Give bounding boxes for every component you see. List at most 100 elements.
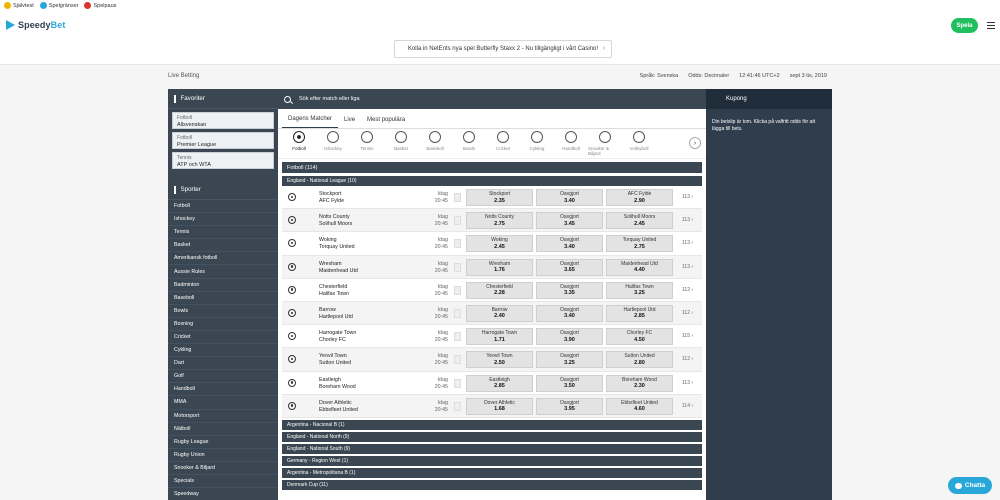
match-teams[interactable]: Wrexham Maidenhead Utd <box>319 260 358 274</box>
sport-filter-snooker-biljard[interactable]: Snooker & Biljard <box>588 131 622 156</box>
league-header[interactable]: Argentina - Metropolitana B (1) <box>282 467 702 478</box>
odds-draw-button[interactable]: Oavgjort 3.45 <box>536 212 603 230</box>
odds-draw-button[interactable]: Oavgjort 3.40 <box>536 304 603 322</box>
match-teams[interactable]: Stockport AFC Fylde <box>319 191 345 204</box>
stats-icon[interactable] <box>454 239 461 249</box>
odds-home-button[interactable]: Wrexham 1.76 <box>466 258 533 276</box>
sidebar-sport-item[interactable]: Cricket <box>168 331 278 345</box>
sport-filter-cricket[interactable]: Cricket <box>486 131 520 156</box>
spela-button[interactable]: Spela <box>951 18 978 33</box>
odds-draw-button[interactable]: Oavgjort 3.40 <box>536 189 603 206</box>
sjalvtest-link[interactable]: Självtest <box>4 2 34 9</box>
search-input[interactable]: Sök efter match eller liga <box>299 96 360 102</box>
sidebar-sport-item[interactable]: Ishockey <box>168 213 278 227</box>
odds-away-button[interactable]: Sutton United 2.80 <box>606 351 673 369</box>
league-header[interactable]: England - National North (9) <box>282 431 702 442</box>
more-markets-link[interactable]: 112 › <box>682 356 694 363</box>
match-teams[interactable]: Yeovil Town Sutton United <box>319 353 352 367</box>
spelpaus-link[interactable]: Spelpaus <box>84 2 116 9</box>
odds-draw-button[interactable]: Oavgjort 3.65 <box>536 258 603 276</box>
odds-home-button[interactable]: Notts County 2.75 <box>466 212 533 230</box>
odds-away-button[interactable]: Hartlepool Utd 2.85 <box>606 304 673 322</box>
more-markets-link[interactable]: 113 › <box>682 240 694 247</box>
stats-icon[interactable] <box>454 378 461 388</box>
sidebar-sport-item[interactable]: Dart <box>168 357 278 371</box>
sidebar-sport-item[interactable]: Baseboll <box>168 292 278 305</box>
sidebar-sport-item[interactable]: Tennis <box>168 226 278 240</box>
league-header[interactable]: Argentina - Nacional B (1) <box>282 419 702 430</box>
speedybet-logo[interactable]: SpeedyBet <box>6 20 65 30</box>
sport-filter-basket[interactable]: Basket <box>384 131 418 156</box>
odds-away-button[interactable]: Torquay United 2.75 <box>606 235 673 253</box>
tab-live[interactable]: Live <box>344 117 356 123</box>
tab-dagens-matcher[interactable]: Dagens Matcher <box>282 116 339 128</box>
sidebar-sport-item[interactable]: Bowls <box>168 305 278 318</box>
favorite-atp-wta[interactable]: Tennis ATP och WTA <box>172 152 274 169</box>
match-teams[interactable]: Eastleigh Boreham Wood <box>319 376 356 390</box>
sidebar-sport-item[interactable]: Snooker & Biljard <box>168 462 278 475</box>
sport-filter-tennis[interactable]: Tennis <box>350 131 384 156</box>
chat-button[interactable]: Chatta <box>948 477 992 494</box>
odds-home-button[interactable]: Woking 2.45 <box>466 235 533 253</box>
match-teams[interactable]: Barrow Hartlepool Utd <box>319 306 353 320</box>
more-markets-link[interactable]: 112 › <box>682 286 694 293</box>
sidebar-sport-item[interactable]: Speedway <box>168 488 278 500</box>
sidebar-sport-item[interactable]: Specials <box>168 475 278 489</box>
match-teams[interactable]: Woking Torquay United <box>319 237 355 251</box>
sidebar-sport-item[interactable]: Basket <box>168 239 278 253</box>
favorite-premier-league[interactable]: Fotboll Premier League <box>172 132 274 149</box>
odds-away-button[interactable]: Maidenhead Utd 4.40 <box>606 258 673 276</box>
more-markets-link[interactable]: 115 › <box>682 333 694 340</box>
stats-icon[interactable] <box>454 308 461 318</box>
odds-home-button[interactable]: Dover Athletic 1.68 <box>466 397 533 415</box>
odds-away-button[interactable]: Ebbsfleet United 4.60 <box>606 397 673 415</box>
more-markets-link[interactable]: 113 › <box>682 379 694 386</box>
odds-home-button[interactable]: Stockport 2.35 <box>466 189 533 206</box>
match-teams[interactable]: Chesterfield Halifax Town <box>319 283 349 297</box>
odds-draw-button[interactable]: Oavgjort 3.40 <box>536 235 603 253</box>
sidebar-sport-item[interactable]: Motorsport <box>168 410 278 423</box>
odds-home-button[interactable]: Yeovil Town 2.50 <box>466 351 533 369</box>
odds-draw-button[interactable]: Oavgjort 3.50 <box>536 374 603 392</box>
odds-home-button[interactable]: Eastleigh 2.85 <box>466 374 533 392</box>
sport-filter-volleyboll[interactable]: Volleyboll <box>622 131 656 156</box>
sidebar-sport-item[interactable]: Boxning <box>168 318 278 331</box>
league-header[interactable]: Germany - Region West (1) <box>282 455 702 466</box>
tab-mest-populara[interactable]: Mest populära <box>367 117 406 123</box>
more-markets-link[interactable]: 113 › <box>682 263 694 270</box>
league-header[interactable]: England - National South (9) <box>282 443 702 454</box>
odds-home-button[interactable]: Chesterfield 2.28 <box>466 281 533 299</box>
stats-icon[interactable] <box>454 285 461 295</box>
stats-icon[interactable] <box>454 193 461 202</box>
sidebar-sport-item[interactable]: Golf <box>168 370 278 384</box>
fotboll-section-header[interactable]: Fotboll (114) <box>282 162 702 173</box>
sport-filter-baseboll[interactable]: Baseboll <box>418 131 452 156</box>
odds-draw-button[interactable]: Oavgjort 3.25 <box>536 351 603 369</box>
more-markets-link[interactable]: 113 › <box>682 217 694 224</box>
stats-icon[interactable] <box>454 332 461 342</box>
league-header[interactable]: Denmark Cup (11) <box>282 479 702 490</box>
hamburger-menu-icon[interactable] <box>987 22 995 29</box>
sport-filter-bowls[interactable]: Bowls <box>452 131 486 156</box>
odds-home-button[interactable]: Harrogate Town 1.71 <box>466 328 533 346</box>
match-teams[interactable]: Harrogate Town Chorley FC <box>319 330 357 344</box>
stats-icon[interactable] <box>454 262 461 272</box>
sidebar-sport-item[interactable]: Handboll <box>168 383 278 397</box>
stats-icon[interactable] <box>454 216 461 226</box>
odds-draw-button[interactable]: Oavgjort 3.35 <box>536 281 603 299</box>
odds-draw-button[interactable]: Oavgjort 3.95 <box>536 397 603 415</box>
sidebar-sport-item[interactable]: Aussie Rules <box>168 265 278 279</box>
sidebar-sport-item[interactable]: Amerikansk fotboll <box>168 252 278 266</box>
more-markets-link[interactable]: 114 › <box>682 402 694 409</box>
odds-draw-button[interactable]: Oavgjort 3.90 <box>536 328 603 346</box>
odds-home-button[interactable]: Barrow 2.40 <box>466 304 533 322</box>
odds-format-selector[interactable]: Odds: Decimaler <box>688 73 730 79</box>
sidebar-sport-item[interactable]: Rugby League <box>168 436 278 449</box>
sidebar-sport-item[interactable]: Badminton <box>168 279 278 292</box>
sidebar-sport-item[interactable]: Rugby Union <box>168 449 278 462</box>
language-selector[interactable]: Språk: Svenska <box>639 73 679 79</box>
league-header[interactable]: England - National League (10) <box>282 176 702 186</box>
spelgranser-link[interactable]: Spelgränser <box>39 2 78 9</box>
match-teams[interactable]: Notts County Solihull Moors <box>319 214 353 228</box>
sport-filter-handboll[interactable]: Handboll <box>554 131 588 156</box>
